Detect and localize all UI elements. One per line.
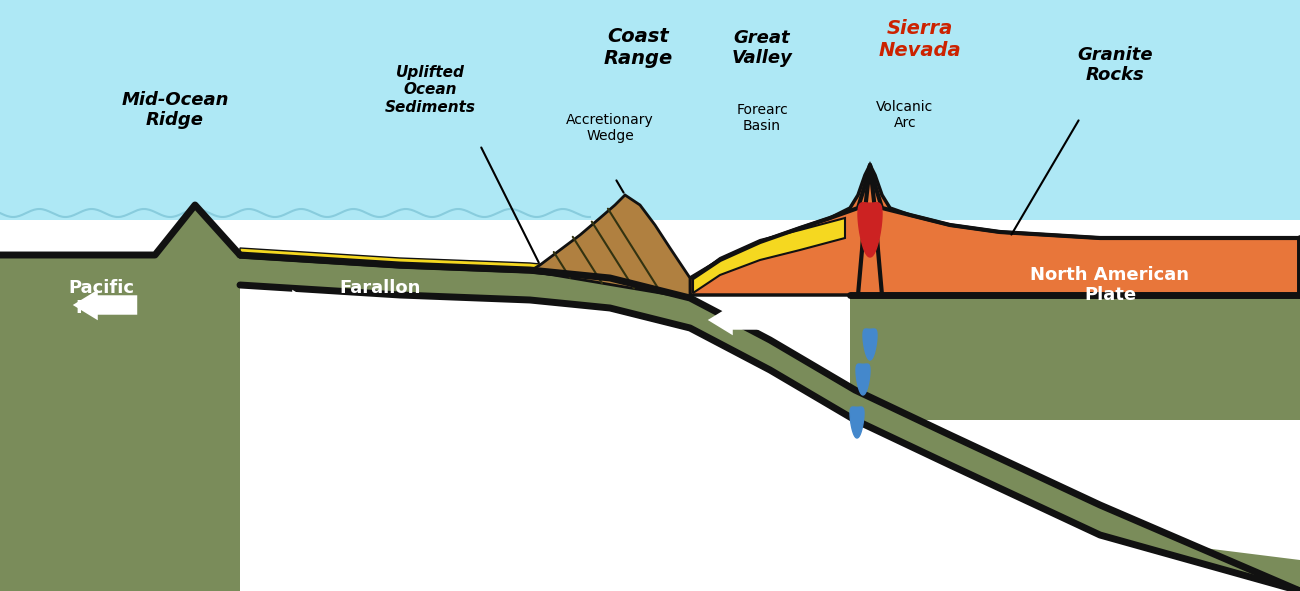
Polygon shape	[530, 195, 690, 298]
Text: Sierra
Nevada: Sierra Nevada	[879, 20, 961, 60]
Polygon shape	[0, 285, 1300, 591]
Text: Farallon
Plate: Farallon Plate	[339, 278, 421, 317]
Polygon shape	[850, 407, 865, 438]
FancyArrowPatch shape	[429, 312, 528, 364]
Polygon shape	[0, 310, 1300, 591]
Text: North American
Plate: North American Plate	[1031, 265, 1190, 304]
Polygon shape	[240, 285, 1300, 591]
Text: Coast
Range: Coast Range	[603, 28, 672, 69]
Polygon shape	[0, 0, 590, 217]
Polygon shape	[0, 285, 240, 380]
Text: Great
Valley: Great Valley	[732, 28, 793, 67]
Polygon shape	[693, 218, 845, 293]
Polygon shape	[850, 295, 1300, 420]
Polygon shape	[863, 329, 878, 360]
Text: Pacific
Plate: Pacific Plate	[68, 278, 134, 317]
FancyArrowPatch shape	[707, 305, 777, 335]
Polygon shape	[0, 255, 1300, 591]
Polygon shape	[855, 364, 870, 395]
Polygon shape	[240, 248, 610, 281]
Text: Accretionary
Wedge: Accretionary Wedge	[566, 113, 654, 143]
Text: Mid-Ocean
Ridge: Mid-Ocean Ridge	[121, 90, 229, 129]
Polygon shape	[690, 165, 1300, 295]
Polygon shape	[0, 255, 1300, 591]
Text: Volcanic
Arc: Volcanic Arc	[876, 100, 933, 130]
Polygon shape	[858, 203, 881, 257]
Text: Uplifted
Ocean
Sediments: Uplifted Ocean Sediments	[385, 65, 476, 115]
Text: Granite
Rocks: Granite Rocks	[1078, 46, 1153, 85]
Polygon shape	[0, 0, 1300, 220]
Polygon shape	[0, 205, 270, 380]
FancyArrowPatch shape	[73, 290, 138, 320]
Text: Forearc
Basin: Forearc Basin	[736, 103, 788, 133]
FancyArrowPatch shape	[252, 290, 317, 320]
